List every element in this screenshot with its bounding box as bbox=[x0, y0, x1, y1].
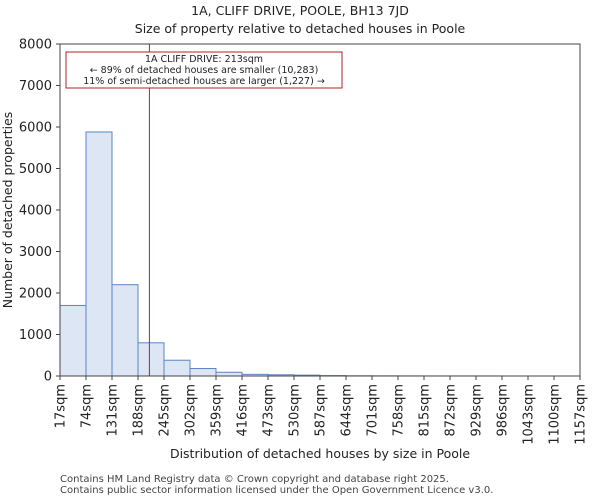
bar bbox=[111, 284, 139, 377]
title-line-1: 1A, CLIFF DRIVE, POOLE, BH13 7JD bbox=[191, 3, 409, 18]
y-tick-label: 5000 bbox=[19, 162, 52, 177]
axes-group: 0 1000 2000 3000 4000 5000 6000 7000 8000 17sqm 74… bbox=[0, 38, 589, 462]
annotation-line: ← 89% of detached houses are smaller (10… bbox=[90, 65, 319, 76]
x-tick-label: 644sqm bbox=[340, 384, 355, 437]
x-tick-label: 74sqm bbox=[80, 384, 95, 428]
x-axis-label: Distribution of detached houses by size … bbox=[170, 446, 470, 461]
x-tick-label: 1043sqm bbox=[522, 384, 537, 445]
x-tick-label: 701sqm bbox=[366, 384, 381, 437]
bar bbox=[215, 371, 243, 377]
bar bbox=[85, 131, 113, 377]
x-tick-label: 1157sqm bbox=[574, 384, 589, 445]
annotation-line: 11% of semi-detached houses are larger (… bbox=[83, 76, 325, 87]
y-tick-label: 1000 bbox=[19, 328, 52, 343]
y-axis-label: Number of detached properties bbox=[0, 112, 15, 309]
y-tick-label: 2000 bbox=[19, 287, 52, 302]
chart-title: 1A, CLIFF DRIVE, POOLE, BH13 7JD Size of… bbox=[0, 2, 600, 38]
y-tick-label: 0 bbox=[44, 370, 52, 385]
bar bbox=[137, 342, 165, 377]
y-tick-label: 3000 bbox=[19, 245, 52, 260]
bar bbox=[189, 368, 217, 377]
x-tick-label: 302sqm bbox=[184, 384, 199, 437]
x-tick-label: 758sqm bbox=[392, 384, 407, 437]
bar bbox=[163, 359, 191, 377]
x-tick-label: 416sqm bbox=[236, 384, 251, 437]
x-tick-label: 473sqm bbox=[262, 384, 277, 437]
title-line-2: Size of property relative to detached ho… bbox=[134, 21, 466, 36]
x-tick-label: 815sqm bbox=[418, 384, 433, 437]
annotation-line: 1A CLIFF DRIVE: 213sqm bbox=[145, 54, 263, 65]
footer: Contains HM Land Registry data © Crown c… bbox=[60, 474, 493, 496]
y-tick-label: 7000 bbox=[19, 79, 52, 94]
y-tick-label: 8000 bbox=[19, 38, 52, 53]
annotation-box bbox=[65, 51, 343, 89]
x-tick-label: 1100sqm bbox=[548, 384, 563, 445]
x-tick-label: 17sqm bbox=[54, 384, 69, 428]
x-tick-label: 929sqm bbox=[470, 384, 485, 437]
x-tick-label: 359sqm bbox=[210, 384, 225, 437]
y-tick-label: 4000 bbox=[19, 204, 52, 219]
annotation-group: 1A CLIFF DRIVE: 213sqm← 89% of detached … bbox=[65, 51, 343, 89]
footer-line-1: Contains HM Land Registry data © Crown c… bbox=[60, 474, 449, 485]
bars-group bbox=[59, 131, 503, 377]
x-tick-label: 587sqm bbox=[314, 384, 329, 437]
y-tick-label: 6000 bbox=[19, 121, 52, 136]
x-tick-label: 245sqm bbox=[158, 384, 173, 437]
x-tick-label: 872sqm bbox=[444, 384, 459, 437]
x-tick-label: 188sqm bbox=[132, 384, 147, 437]
footer-line-2: Contains public sector information licen… bbox=[60, 485, 494, 496]
bar bbox=[59, 304, 87, 377]
x-tick-label: 530sqm bbox=[288, 384, 303, 437]
x-tick-label: 986sqm bbox=[496, 384, 511, 437]
x-tick-label: 131sqm bbox=[106, 384, 121, 437]
